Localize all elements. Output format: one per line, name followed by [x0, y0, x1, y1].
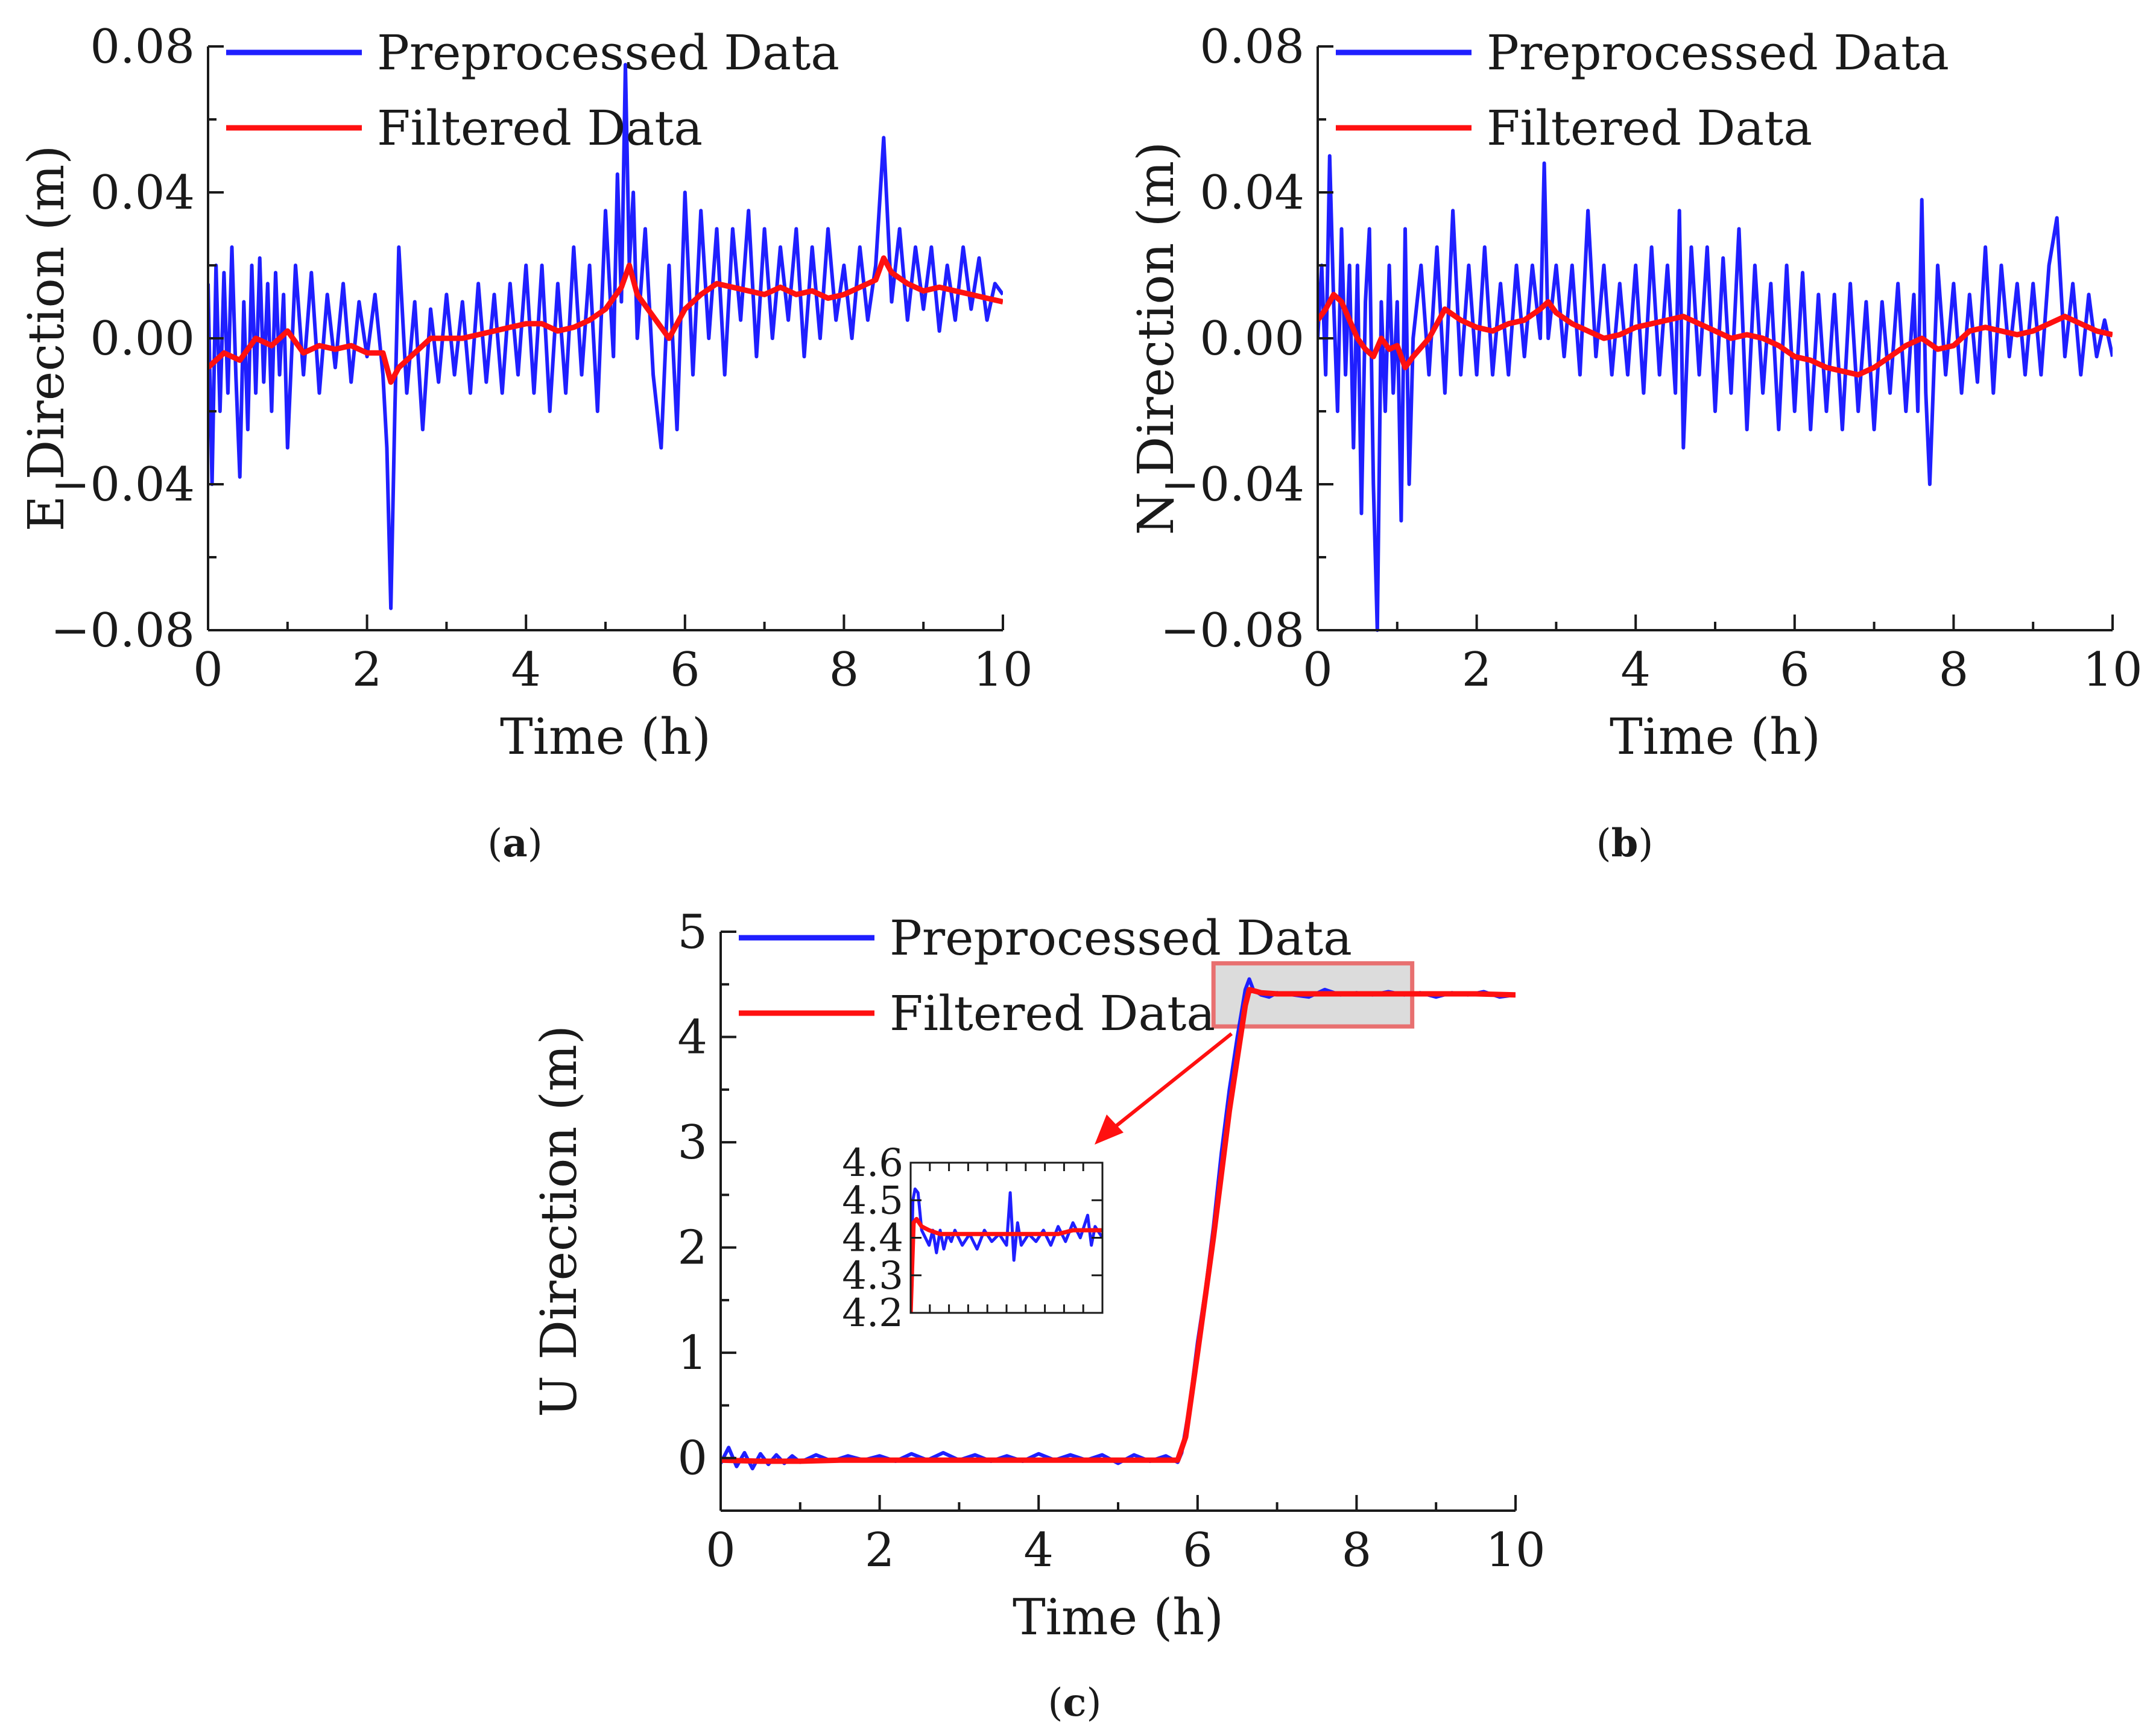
inset-series-line — [911, 1187, 1102, 1313]
y-tick-label: 3 — [677, 1116, 707, 1170]
x-tick-label: 6 — [670, 643, 700, 697]
x-tick-label: 10 — [973, 643, 1032, 697]
panel-c: 0 2 4 6 8 10 0 1 2 3 4 5 Time (h) U Direction (m) Prep… — [531, 905, 1546, 1725]
y-tick-label: 5 — [677, 905, 707, 959]
zoom-arrow-line — [1107, 1032, 1233, 1134]
legend-label-preprocessed: Preprocessed Data — [1487, 25, 1949, 81]
x-tick-label: 10 — [1485, 1523, 1545, 1578]
inset-y-tick-label: 4.6 — [842, 1141, 903, 1186]
y-axis-title: E Direction (m) — [18, 145, 75, 532]
series-line-filtered — [208, 255, 1003, 385]
x-tick-label: 8 — [1342, 1523, 1372, 1578]
x-tick-label: 8 — [1939, 643, 1969, 697]
x-tick-label: 8 — [829, 643, 859, 697]
y-tick-label: 2 — [677, 1221, 707, 1275]
x-axis-title: Time (h) — [1013, 1589, 1224, 1646]
inset-y-tick-label: 4.2 — [842, 1291, 903, 1336]
series-line-preprocessed — [1318, 154, 2113, 632]
y-axis-title: U Direction (m) — [531, 1025, 588, 1417]
inset-series-line — [911, 1216, 1102, 1313]
x-tick-label: 0 — [1303, 643, 1333, 697]
x-tick-label: 2 — [352, 643, 382, 697]
series-line-filtered — [1318, 291, 2113, 378]
x-tick-label: 2 — [865, 1523, 895, 1578]
y-tick-label: −0.08 — [51, 604, 195, 658]
series-line-filtered — [721, 987, 1516, 1464]
series-line-preprocessed — [208, 63, 1003, 610]
y-tick-label: 0.00 — [90, 312, 195, 366]
y-tick-label: 0.00 — [1200, 312, 1304, 366]
panel-label: (c) — [1048, 1680, 1102, 1725]
panel-b: 0 2 4 6 8 10 −0.08 −0.04 0.00 0.04 0.08 Time (h) N D… — [1128, 20, 2143, 866]
x-tick-label: 0 — [706, 1523, 736, 1578]
y-tick-label: 1 — [677, 1326, 707, 1380]
y-axis-title: N Direction (m) — [1128, 142, 1185, 536]
y-tick-label: 4 — [677, 1011, 707, 1065]
y-tick-label: 0.04 — [90, 166, 195, 220]
panel-a: 0 2 4 6 8 10 −0.08 −0.04 0.00 0.04 0.08 Time (h) E D… — [18, 20, 1033, 866]
legend: Preprocessed Data Filtered Data — [226, 25, 839, 156]
zoom-arrow-head — [1095, 1114, 1124, 1145]
x-tick-label: 2 — [1462, 643, 1492, 697]
legend: Preprocessed Data Filtered Data — [739, 910, 1352, 1041]
y-tick-label: 0.08 — [90, 20, 195, 74]
legend: Preprocessed Data Filtered Data — [1336, 25, 1949, 156]
panel-label: (a) — [487, 821, 542, 866]
x-axis-title: Time (h) — [1610, 709, 1821, 766]
legend-label-preprocessed: Preprocessed Data — [890, 910, 1352, 966]
x-tick-label: 4 — [1023, 1523, 1054, 1578]
x-tick-label: 6 — [1183, 1523, 1213, 1578]
x-tick-label: 0 — [193, 643, 223, 697]
x-tick-label: 4 — [1620, 643, 1651, 697]
inset-y-tick-label: 4.4 — [842, 1216, 903, 1261]
inset-y-tick-label: 4.5 — [842, 1178, 903, 1223]
legend-label-preprocessed: Preprocessed Data — [377, 25, 839, 81]
y-tick-label: −0.04 — [1160, 458, 1304, 512]
x-tick-label: 6 — [1780, 643, 1810, 697]
x-axis-title: Time (h) — [500, 709, 711, 766]
inset-y-tick-label: 4.3 — [842, 1254, 903, 1298]
inset: 4.24.34.44.54.6 — [842, 1141, 1104, 1336]
legend-label-filtered: Filtered Data — [377, 100, 703, 156]
y-tick-label: −0.08 — [1160, 604, 1304, 658]
y-tick-label: 0.08 — [1200, 20, 1304, 74]
legend-label-filtered: Filtered Data — [1487, 100, 1812, 156]
series-line-preprocessed — [721, 977, 1516, 1471]
y-tick-label: −0.04 — [51, 458, 195, 512]
panel-label: (b) — [1596, 821, 1654, 866]
y-tick-label: 0.04 — [1200, 166, 1304, 220]
y-tick-label: 0 — [677, 1432, 707, 1486]
x-tick-label: 10 — [2082, 643, 2142, 697]
legend-label-filtered: Filtered Data — [890, 985, 1215, 1041]
x-tick-label: 4 — [511, 643, 541, 697]
